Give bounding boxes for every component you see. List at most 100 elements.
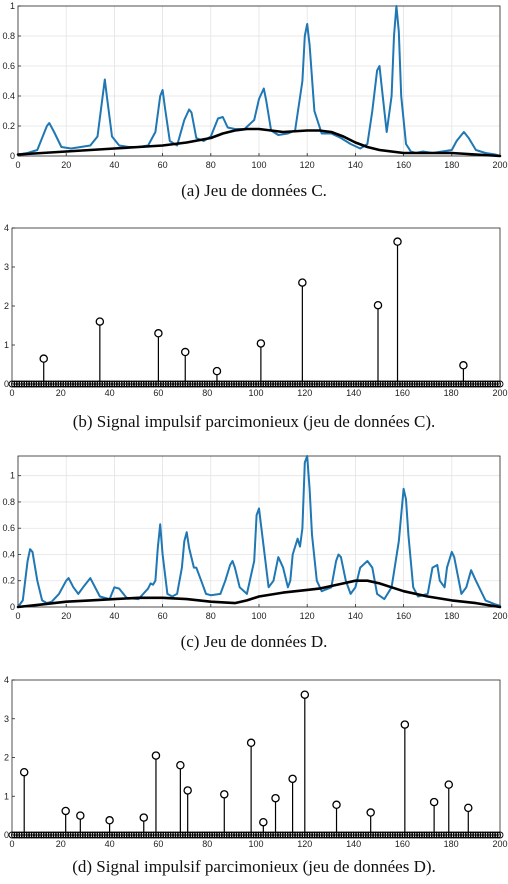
zero-marker xyxy=(37,831,45,839)
zero-marker xyxy=(340,380,348,388)
zero-marker xyxy=(437,831,445,839)
zero-marker xyxy=(440,831,448,839)
zero-marker xyxy=(123,380,131,388)
zero-marker xyxy=(384,831,392,839)
zero-marker xyxy=(486,380,494,388)
zero-marker xyxy=(435,380,443,388)
x-tick-label: 160 xyxy=(396,160,411,170)
zero-marker xyxy=(113,831,121,839)
zero-marker xyxy=(45,831,53,839)
zero-marker xyxy=(84,380,92,388)
panel-b: 0 20 40 60 80 100 120 140 160 180 200 0 1 2 3 4 xyxy=(0,220,508,402)
zero-marker xyxy=(477,380,484,388)
zero-marker xyxy=(74,380,82,388)
x-tick-label: 60 xyxy=(158,160,168,170)
zero-marker xyxy=(215,831,223,839)
zero-marker xyxy=(364,380,372,388)
baseline-line xyxy=(16,579,502,609)
zero-marker xyxy=(437,380,445,388)
x-tick-label: 0 xyxy=(15,160,20,170)
x-tick-label: 20 xyxy=(56,388,66,398)
zero-marker xyxy=(486,831,494,839)
zero-marker xyxy=(254,831,262,839)
zero-marker xyxy=(13,831,21,839)
zero-marker xyxy=(447,380,455,388)
zero-marker xyxy=(191,831,199,839)
zero-marker xyxy=(111,831,118,839)
zero-marker xyxy=(203,831,211,839)
zero-marker xyxy=(474,380,482,388)
zero-marker xyxy=(62,380,70,388)
caption-d: (d) Signal impulsif parcimonieux (jeu de… xyxy=(72,857,436,876)
stem-marker xyxy=(220,790,229,799)
zero-marker xyxy=(57,831,65,839)
zero-marker xyxy=(489,831,497,839)
y-tick-label: 2 xyxy=(4,301,9,311)
zero-marker xyxy=(325,380,333,388)
zero-marker xyxy=(111,380,118,388)
zero-marker xyxy=(42,831,50,839)
zero-marker xyxy=(357,831,365,839)
zero-marker xyxy=(469,380,477,388)
zero-marker xyxy=(132,380,140,388)
zero-marker xyxy=(142,380,150,388)
zero-marker xyxy=(250,380,258,388)
zero-marker xyxy=(396,831,404,839)
stem-marker xyxy=(464,803,473,813)
stem-marker xyxy=(400,720,410,729)
y-tick-label: 3 xyxy=(4,714,9,724)
zero-marker xyxy=(384,380,392,388)
chart-a: 0 20 40 60 80 100 120 140 160 180 200 0 0.2 0.4 0.6 0.8… xyxy=(2,1,507,170)
zero-marker xyxy=(242,831,250,839)
zero-marker xyxy=(367,380,375,388)
stem-marker xyxy=(444,780,454,789)
zero-marker xyxy=(225,831,233,839)
y-tick-label: 0.6 xyxy=(2,523,15,533)
stem-marker xyxy=(105,816,114,825)
zero-marker xyxy=(398,380,406,388)
zero-marker xyxy=(430,380,438,388)
stem-marker xyxy=(366,808,375,817)
zero-marker xyxy=(406,831,414,839)
zero-marker xyxy=(101,380,109,388)
x-tick-label: 80 xyxy=(206,160,216,170)
zero-marker xyxy=(306,380,314,388)
zero-marker xyxy=(418,831,426,839)
zero-marker xyxy=(169,831,177,839)
zero-marker xyxy=(403,380,411,388)
zero-marker xyxy=(147,380,155,388)
zero-marker xyxy=(84,831,92,839)
caption-a: (a) Jeu de données C. xyxy=(181,181,327,200)
zero-marker xyxy=(420,380,428,388)
zero-marker xyxy=(189,380,197,388)
signal-line xyxy=(17,5,501,157)
zero-marker xyxy=(311,831,319,839)
zero-marker xyxy=(279,380,287,388)
x-tick-label: 80 xyxy=(202,388,212,398)
y-tick-label: 3 xyxy=(4,262,9,272)
zero-marker xyxy=(8,831,16,839)
zero-marker xyxy=(10,380,18,388)
x-tick-label: 100 xyxy=(248,388,263,398)
stem-marker xyxy=(288,774,297,784)
stem-marker xyxy=(393,237,402,246)
zero-marker xyxy=(276,380,284,388)
zero-marker xyxy=(162,380,170,388)
zero-marker xyxy=(337,380,345,388)
zero-marker xyxy=(455,380,462,388)
x-tick-label: 140 xyxy=(348,160,363,170)
zero-marker xyxy=(240,831,248,839)
x-tick-label: 80 xyxy=(206,611,216,621)
zero-marker xyxy=(445,380,453,388)
x-tick-label: 100 xyxy=(251,611,266,621)
zero-marker xyxy=(130,380,138,388)
stem-marker xyxy=(373,300,383,310)
zero-marker xyxy=(240,380,248,388)
zero-marker xyxy=(128,831,136,839)
x-tick-label: 20 xyxy=(61,160,71,170)
zero-marker xyxy=(145,380,153,388)
zero-marker xyxy=(98,831,106,839)
zero-marker xyxy=(79,380,87,388)
x-tick-label: 200 xyxy=(492,611,507,621)
zero-marker xyxy=(174,380,182,388)
